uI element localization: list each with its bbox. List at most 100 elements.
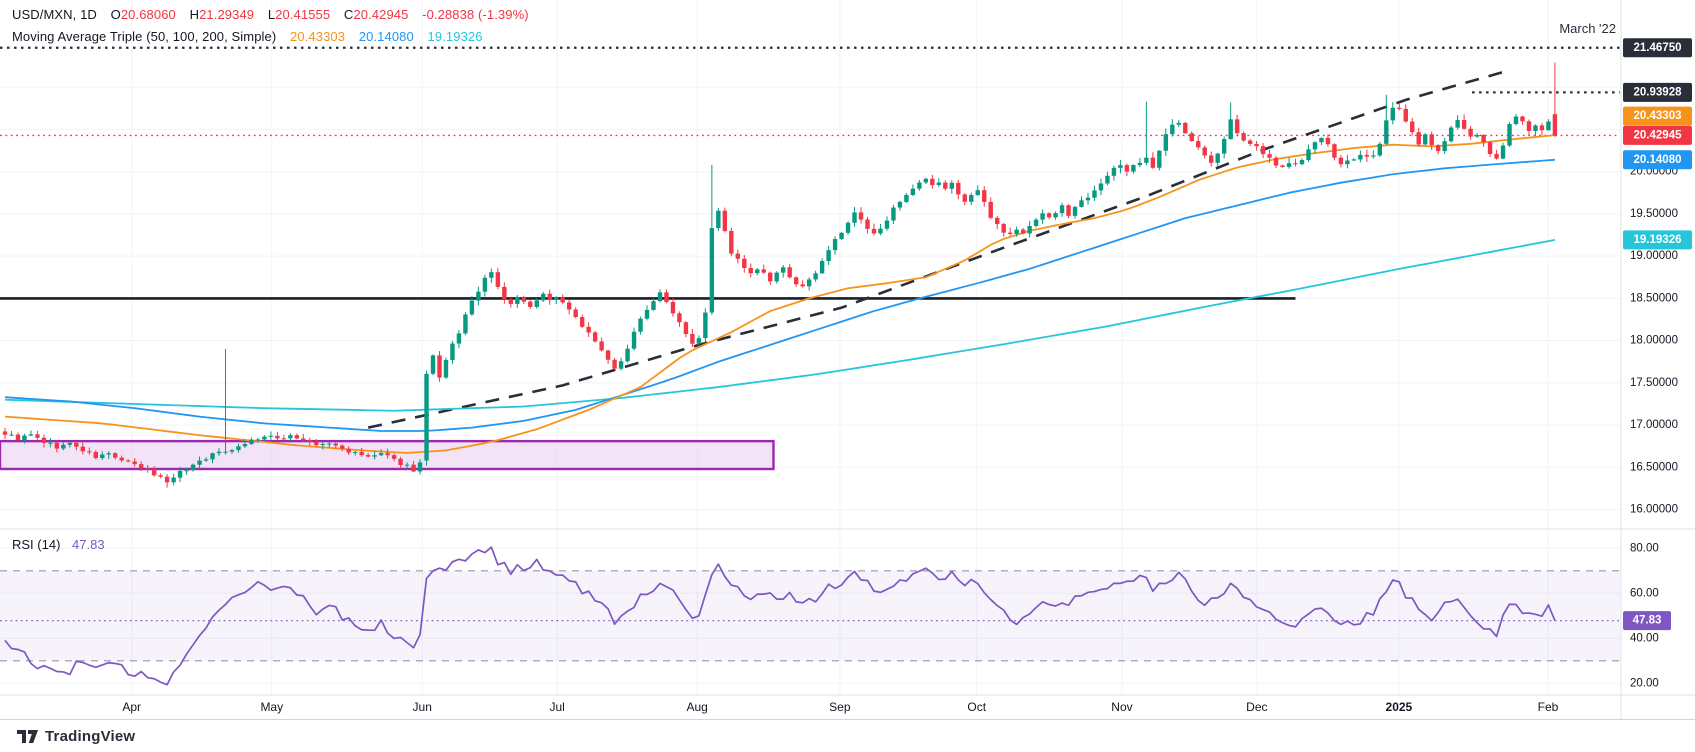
ma50-line [4, 134, 1556, 454]
candle-body [1020, 229, 1026, 234]
ma50-value: 20.43303 [290, 29, 346, 44]
candle-body [1461, 120, 1467, 129]
candle-body [1403, 108, 1408, 122]
candle-body [1228, 119, 1233, 140]
tradingview-logo[interactable]: TradingView [17, 728, 135, 745]
candle-body [1014, 229, 1019, 234]
candle-body [1520, 116, 1525, 122]
candle-body [1371, 155, 1376, 157]
candle-body [1098, 183, 1104, 191]
candle-body [768, 272, 773, 282]
candle-body [1215, 153, 1220, 163]
candle-body [1358, 154, 1363, 160]
candle-body [1059, 205, 1065, 214]
candle-body [696, 338, 702, 344]
candle-body [1111, 167, 1117, 176]
price-badge-label: 20.43303 [1634, 110, 1682, 122]
ascending-trendline[interactable] [367, 70, 1504, 429]
candle-body [1552, 114, 1558, 136]
candle-body [755, 269, 760, 274]
candle-body [1325, 137, 1331, 145]
candle-body [832, 239, 838, 251]
candle-body [579, 317, 585, 327]
candle-body [657, 292, 663, 302]
candle-body [722, 210, 728, 231]
indicator-header-row: Moving Average Triple (50, 100, 200, Sim… [12, 29, 483, 44]
ohlc-low: L20.41555 [267, 7, 331, 22]
ma100-value: 20.14080 [358, 29, 414, 44]
candle-body [268, 435, 274, 437]
candle-body [417, 462, 423, 472]
candle-body [35, 434, 40, 438]
candle-body [612, 359, 617, 369]
candle-body [839, 232, 844, 240]
price-badge [1623, 106, 1692, 126]
candle-body [1351, 159, 1357, 161]
time-axis[interactable]: Apr May Jun Jul Aug Sep Oct Nov Dec 2025 Feb [0, 694, 1695, 714]
candle-body [683, 322, 689, 335]
price-tick-label: 16.50000 [1630, 461, 1678, 473]
candle-body [372, 455, 377, 457]
candle-body [1183, 122, 1188, 134]
price-axis[interactable]: 20.0000019.5000019.0000018.5000018.00000… [1620, 0, 1692, 719]
candle-body [1053, 213, 1058, 218]
candle-body [813, 273, 818, 280]
candle-body [378, 453, 384, 456]
candle-body [729, 230, 734, 254]
candle-body [333, 443, 338, 446]
candle-body [236, 446, 241, 451]
candle-body [787, 267, 792, 278]
candle-body [761, 269, 766, 273]
candle-body [573, 309, 578, 318]
change-value: -0.28838 (-1.39%) [422, 7, 529, 22]
rsi-badge-label: 47.83 [1633, 615, 1662, 627]
candle-body [995, 217, 1000, 225]
candle-body [806, 279, 812, 287]
rsi-tick-label: 60.00 [1630, 587, 1659, 599]
candle-body [1267, 154, 1272, 158]
candle-body [74, 442, 79, 447]
grid-lines [0, 0, 1621, 695]
symbol-header-row: USD/MXN, 1D O20.68060 H21.29349 L20.4155… [12, 7, 529, 22]
candle-body [1072, 206, 1078, 216]
candle-body [677, 313, 682, 323]
candle-body [1513, 116, 1519, 125]
candle-body [22, 435, 27, 441]
candle-body [1040, 213, 1045, 220]
candle-body [891, 207, 896, 221]
price-tick-label: 18.50000 [1630, 292, 1678, 304]
candle-body [1137, 162, 1143, 166]
candle-body [605, 350, 611, 360]
candle-body [956, 182, 961, 195]
candle-body [781, 267, 786, 273]
candle-body [223, 451, 228, 453]
candle-body [826, 250, 831, 262]
ohlc-open: O20.68060 [110, 7, 176, 22]
candle-body [586, 326, 591, 333]
candle-body [28, 434, 34, 436]
chart-canvas[interactable]: 20.0000019.5000019.0000018.5000018.00000… [0, 0, 1695, 720]
candle-body [1124, 165, 1130, 172]
ohlc-close: C20.42945 [343, 7, 409, 22]
candle-body [541, 293, 546, 301]
candle-body [2, 431, 8, 435]
candle-body [1410, 121, 1415, 133]
candle-body [281, 438, 287, 440]
price-tick-label: 16.00000 [1630, 504, 1678, 516]
candle-body [1085, 197, 1091, 201]
candle-body [1455, 120, 1460, 128]
candle-body [943, 182, 948, 189]
candle-body [1299, 160, 1305, 165]
price-tick-label: 19.50000 [1630, 208, 1678, 220]
indicator-title[interactable]: Moving Average Triple (50, 100, 200, Sim… [12, 29, 277, 44]
candle-body [1487, 142, 1493, 154]
rsi-indicator-title[interactable]: RSI (14) [12, 537, 61, 552]
candle-body [1007, 232, 1013, 234]
candle-body [411, 464, 416, 472]
march-22-annotation: March '22 [1559, 21, 1616, 36]
candle-body [631, 331, 637, 349]
symbol-title[interactable]: USD/MXN, 1D [12, 7, 97, 22]
candle-body [664, 292, 669, 302]
candle-body [1131, 165, 1136, 172]
candle-body [190, 464, 196, 471]
